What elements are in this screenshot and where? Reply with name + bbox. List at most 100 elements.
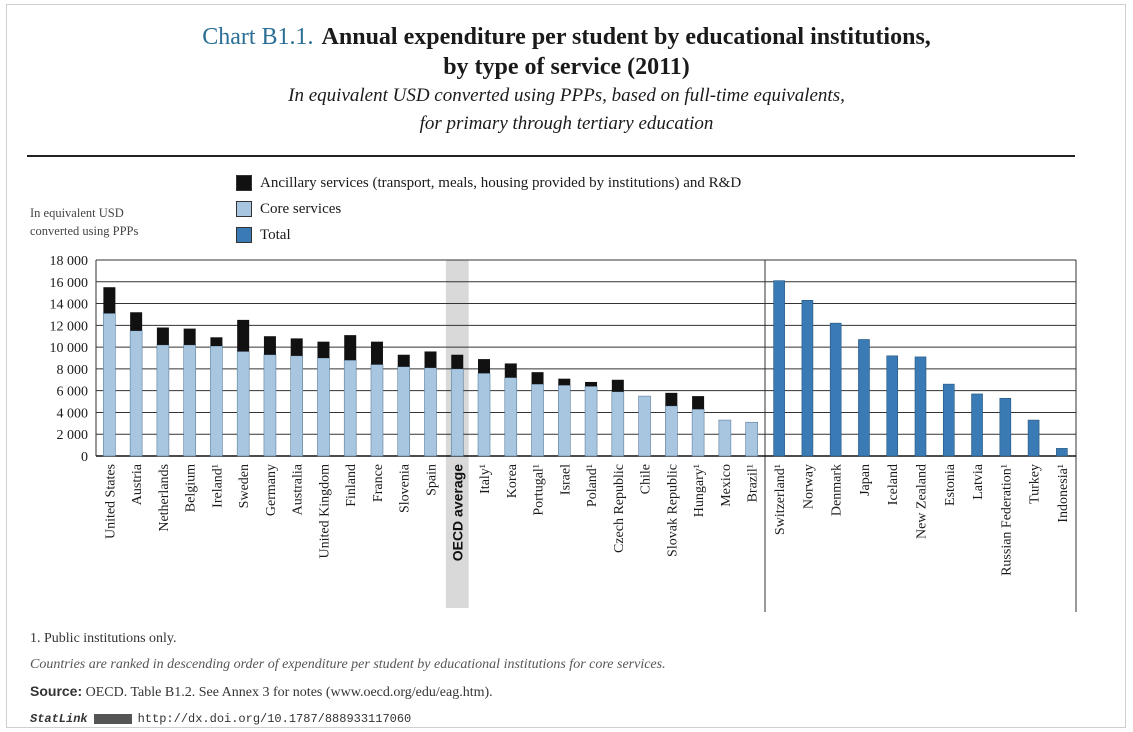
x-tick-label: Israel (558, 464, 573, 495)
bar-ancillary-services (451, 354, 464, 369)
bar-core-services (397, 366, 411, 457)
x-tick-label: France (371, 464, 386, 502)
bar-core-services (317, 357, 330, 457)
y-tick-label: 12 000 (50, 319, 89, 334)
bar-total (942, 383, 955, 457)
x-tick-label: Hungary¹ (692, 464, 707, 517)
bar-core-services (183, 344, 196, 457)
bar-total (999, 397, 1012, 457)
bar-core-services (665, 405, 678, 457)
bar-core-services (156, 344, 170, 457)
bar-total (886, 355, 899, 457)
bar-core-services (424, 367, 437, 457)
legend-swatch-core (236, 201, 252, 217)
legend: Ancillary services (transport, meals, ho… (236, 170, 741, 248)
bar-core-services (691, 408, 705, 457)
bar-ancillary-services (183, 328, 196, 345)
bar-total (1027, 419, 1040, 457)
bar-core-services (477, 372, 491, 457)
y-axis-label-line-1: In equivalent USD (30, 206, 124, 220)
y-tick-label: 2 000 (57, 428, 89, 443)
bar-ancillary-services (130, 312, 143, 331)
legend-label-total: Total (260, 227, 291, 243)
legend-item-core: Core services (236, 196, 741, 222)
x-tick-label: Turkey (1028, 464, 1043, 504)
y-tick-label: 4 000 (57, 406, 89, 421)
bar-total (801, 299, 814, 457)
x-tick-label: Estonia (943, 463, 958, 506)
bar-total (773, 280, 785, 457)
bar-ancillary-services (210, 337, 223, 347)
x-tick-label: Portugal¹ (532, 464, 547, 516)
x-tick-label: Ireland¹ (210, 464, 225, 508)
legend-label-core: Core services (260, 201, 342, 217)
y-axis-label: In equivalent USD converted using PPPs (30, 204, 138, 240)
bar-core-services (263, 354, 277, 457)
x-tick-label: Germany (264, 464, 279, 516)
x-tick-label: Czech Republic (612, 464, 627, 553)
x-tick-label: Indonesia¹ (1056, 464, 1071, 523)
y-tick-label: 8 000 (57, 363, 89, 378)
y-tick-label: 16 000 (50, 276, 89, 291)
bar-core-services (584, 386, 598, 457)
x-tick-label: Finland (344, 464, 359, 507)
bar-ancillary-services (424, 351, 437, 368)
chart-title-line-2: by type of service (2011) (443, 54, 690, 80)
y-tick-label: 6 000 (57, 385, 89, 400)
statlink-logo-icon (93, 713, 132, 724)
y-axis-label-line-2: converted using PPPs (30, 224, 139, 238)
bar-ancillary-services (290, 338, 303, 356)
x-tick-label: Russian Federation¹ (999, 464, 1014, 576)
footnote-ranking: Countries are ranked in descending order… (30, 657, 666, 672)
legend-swatch-ancillary (236, 175, 252, 191)
bar-ancillary-services (156, 327, 169, 345)
chart-subtitle-line-2: for primary through tertiary education (419, 113, 714, 134)
x-tick-label: Australia (291, 463, 306, 515)
chart-subtitle-line-1: In equivalent USD converted using PPPs, … (288, 85, 845, 106)
bar-total (858, 339, 870, 457)
bar-core-services (129, 330, 143, 457)
bar-ancillary-services (478, 359, 491, 374)
bar-ancillary-services (370, 341, 383, 365)
x-tick-label: Spain (425, 464, 440, 496)
bar-ancillary-services (611, 379, 624, 392)
x-tick-label: Belgium (184, 464, 199, 512)
bar-core-services (210, 345, 223, 457)
x-tick-label: OECD average (449, 464, 465, 561)
statlink: StatLink http://dx.doi.org/10.1787/888933… (30, 706, 666, 732)
bar-ancillary-services (263, 336, 276, 355)
bar-core-services (531, 383, 544, 457)
x-tick-label: Sweden (237, 464, 252, 508)
legend-item-ancillary: Ancillary services (transport, meals, ho… (236, 170, 741, 196)
chart-header: Chart B1.1. Annual expenditure per studen… (0, 22, 1133, 138)
footnotes: 1. Public institutions only. Countries a… (30, 626, 666, 732)
x-tick-label: Poland¹ (585, 464, 600, 507)
bar-ancillary-services (665, 392, 678, 406)
source-label: Source: (30, 683, 83, 699)
y-tick-label: 18 000 (50, 254, 89, 269)
statlink-url[interactable]: http://dx.doi.org/10.1787/888933117060 (137, 712, 412, 726)
y-tick-label: 10 000 (50, 341, 89, 356)
source-text: OECD. Table B1.2. See Annex 3 for notes … (85, 685, 493, 700)
bar-total (914, 356, 927, 457)
x-tick-label: Switzerland¹ (773, 464, 788, 535)
bar-ancillary-services (558, 378, 571, 386)
y-tick-label: 0 (81, 450, 88, 465)
header-divider (27, 155, 1075, 157)
footnote-source: Source: OECD. Table B1.2. See Annex 3 fo… (30, 678, 666, 706)
bar-core-services (103, 313, 116, 457)
x-tick-label: Norway (801, 464, 816, 509)
bar-core-services (290, 355, 304, 457)
x-tick-label: Netherlands (157, 464, 172, 532)
bar-ancillary-services (504, 363, 517, 378)
bar-core-services (450, 368, 464, 457)
bar-ancillary-services (317, 341, 330, 358)
bar-core-services (504, 377, 518, 457)
bar-ancillary-services (344, 335, 357, 361)
x-tick-label: Austria (130, 463, 145, 505)
bar-ancillary-services (531, 372, 544, 385)
x-tick-label: Denmark (830, 464, 845, 516)
bar-core-services (718, 419, 732, 457)
x-tick-label: Japan (858, 464, 873, 496)
bar-ancillary-services (585, 381, 598, 387)
